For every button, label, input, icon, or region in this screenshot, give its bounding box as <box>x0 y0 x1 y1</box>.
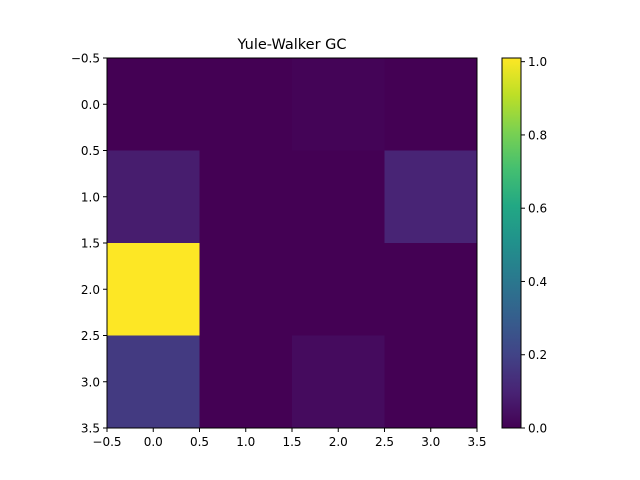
heatmap-cell-r1-c3 <box>384 150 478 244</box>
x-tick-label: 0.5 <box>190 435 209 449</box>
y-tick-label: 3.5 <box>81 422 100 436</box>
colorbar-tick-label: 0.2 <box>528 348 547 362</box>
y-tick-label: 2.5 <box>81 329 100 343</box>
y-tick-label: 1.0 <box>81 190 100 204</box>
x-tick-label: 1.5 <box>282 435 301 449</box>
heatmap-cell-r3-c2 <box>292 335 385 429</box>
x-tick-label: 2.5 <box>375 435 394 449</box>
y-tick-label: 3.0 <box>81 375 100 389</box>
x-tick-label: 3.5 <box>467 435 486 449</box>
heatmap-cell-r1-c1 <box>199 150 293 244</box>
y-tick-label: 2.0 <box>81 283 100 297</box>
y-tick-label: 0.5 <box>81 144 100 158</box>
x-tick-label: 0.0 <box>144 435 163 449</box>
colorbar-tick-label: 0.8 <box>528 128 547 142</box>
heatmap-cell-r3-c3 <box>384 335 478 429</box>
heatmap-cell-r0-c2 <box>292 58 385 151</box>
heatmap-cell-r1-c0 <box>107 150 200 244</box>
colorbar-tick-label: 0.4 <box>528 275 547 289</box>
heatmap-cell-r1-c2 <box>292 150 385 244</box>
colorbar-tick-label: 0.6 <box>528 202 547 216</box>
colorbar-tick-label: 0.0 <box>528 422 547 436</box>
x-tick-label: 3.0 <box>421 435 440 449</box>
x-tick-label: 2.0 <box>329 435 348 449</box>
heatmap-cell-r3-c0 <box>107 335 200 429</box>
heatmap-cell-r2-c3 <box>384 243 478 336</box>
y-tick-label: 0.0 <box>81 98 100 112</box>
colorbar-tick-label: 1.0 <box>528 55 547 69</box>
heatmap-cell-r2-c1 <box>199 243 293 336</box>
heatmap-cell-r2-c2 <box>292 243 385 336</box>
colorbar-frame <box>501 57 522 429</box>
heatmap-cell-r0-c0 <box>107 58 200 151</box>
heatmap-cell-r0-c1 <box>199 58 293 151</box>
chart-title: Yule-Walker GC <box>236 37 346 53</box>
x-tick-label: −0.5 <box>92 435 121 449</box>
colorbar-gradient <box>502 58 521 428</box>
heatmap-cell-r2-c0 <box>107 243 200 336</box>
heatmap-cell-r3-c1 <box>199 335 293 429</box>
y-tick-label: −0.5 <box>71 52 100 66</box>
x-tick-label: 1.0 <box>236 435 255 449</box>
heatmap-cell-r0-c3 <box>384 58 478 151</box>
y-tick-label: 1.5 <box>81 237 100 251</box>
